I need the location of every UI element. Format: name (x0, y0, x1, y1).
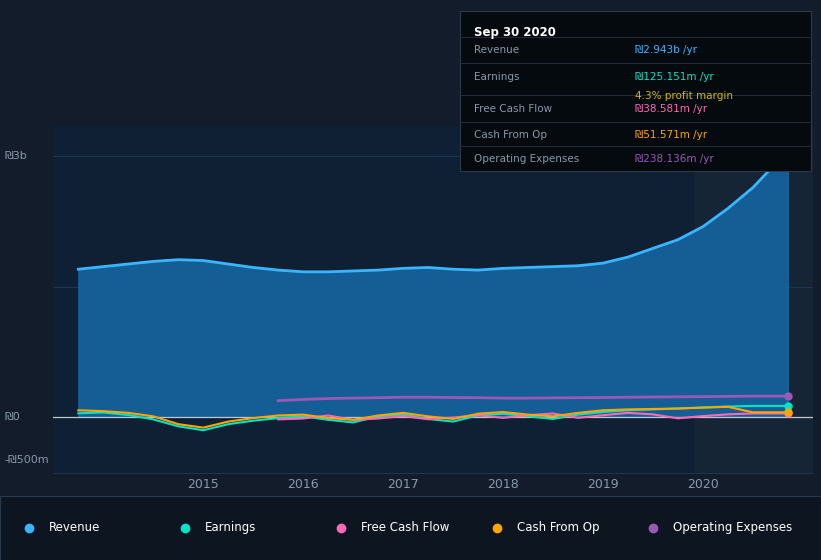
Text: Operating Expenses: Operating Expenses (673, 521, 792, 534)
Text: -₪500m: -₪500m (4, 455, 48, 465)
Text: Earnings: Earnings (205, 521, 257, 534)
Text: Sep 30 2020: Sep 30 2020 (474, 26, 556, 39)
Text: Cash From Op: Cash From Op (517, 521, 599, 534)
Text: ₪38.581m /yr: ₪38.581m /yr (635, 104, 708, 114)
Text: Revenue: Revenue (49, 521, 101, 534)
Text: ₪125.151m /yr: ₪125.151m /yr (635, 72, 714, 82)
Text: ₪2.943b /yr: ₪2.943b /yr (635, 44, 698, 54)
Text: Earnings: Earnings (474, 72, 520, 82)
Text: Free Cash Flow: Free Cash Flow (361, 521, 450, 534)
Text: ₪0: ₪0 (4, 412, 20, 422)
Text: Operating Expenses: Operating Expenses (474, 154, 579, 164)
Text: ₪51.571m /yr: ₪51.571m /yr (635, 130, 708, 140)
Text: Free Cash Flow: Free Cash Flow (474, 104, 552, 114)
Text: Cash From Op: Cash From Op (474, 130, 547, 140)
Text: 4.3% profit margin: 4.3% profit margin (635, 91, 733, 101)
Text: ₪238.136m /yr: ₪238.136m /yr (635, 154, 714, 164)
Bar (695, 126, 813, 473)
Text: Revenue: Revenue (474, 44, 519, 54)
Text: ₪3b: ₪3b (4, 151, 27, 161)
